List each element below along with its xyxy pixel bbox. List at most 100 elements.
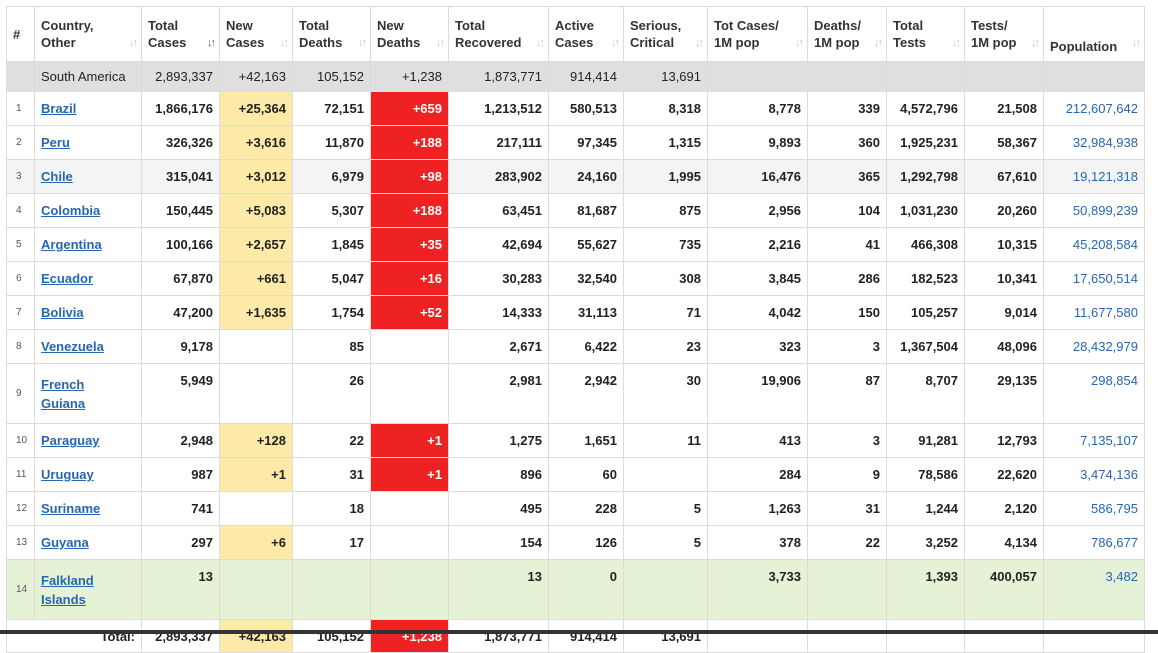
table-cell: 323 [707,329,808,364]
table-cell: 2,893,337 [141,61,220,92]
country-link[interactable]: Bolivia [41,305,84,320]
table-cell: 875 [623,193,708,228]
country-cell: Venezuela [34,329,142,364]
population-link[interactable]: 212,607,642 [1043,91,1145,126]
col-header-total-cases[interactable]: Total Cases ↓↑ [141,6,220,62]
population-link[interactable]: 50,899,239 [1043,193,1145,228]
sort-icon[interactable]: ↓↑ [1031,37,1040,49]
sort-icon[interactable]: ↓↑ [358,37,367,49]
country-link[interactable]: Brazil [41,101,77,116]
table-cell: 9,178 [141,329,220,364]
col-header-tests-per-million[interactable]: Tests/1M pop ↓↑ [964,6,1044,62]
table-cell: 10,315 [964,227,1044,262]
col-header-new-cases[interactable]: New Cases ↓↑ [219,6,293,62]
table-cell [6,61,35,92]
table-row: 7 Bolivia 47,200 +1,635 1,754 +52 14,333 31,113… [6,295,1145,330]
sort-icon[interactable]: ↓↑ [129,37,138,49]
country-link[interactable]: Chile [41,169,73,184]
population-link[interactable]: 3,474,136 [1043,457,1145,492]
col-header-total-recovered[interactable]: Total Recovered ↓↑ [448,6,549,62]
sort-icon[interactable]: ↓↑ [695,37,704,49]
col-header-total-deaths[interactable]: Total Deaths ↓↑ [292,6,371,62]
population-link[interactable]: 298,854 [1043,363,1145,424]
header-label: 1M pop [971,35,1017,50]
table-cell: 365 [807,159,887,194]
col-header-deaths-per-million[interactable]: Deaths/1M pop ↓↑ [807,6,887,62]
table-cell: 29,135 [964,363,1044,424]
table-cell: 6,979 [292,159,371,194]
row-index: 14 [6,559,35,620]
header-label: Tot Cases/ [714,18,779,33]
table-cell: 8,778 [707,91,808,126]
sort-desc-icon[interactable]: ↓↑ [207,37,216,49]
col-header-new-deaths[interactable]: New Deaths ↓↑ [370,6,449,62]
table-cell: 0 [548,559,624,620]
table-cell: 9,014 [964,295,1044,330]
population-link[interactable]: 17,650,514 [1043,261,1145,296]
country-link-line[interactable]: French [41,376,85,392]
country-link-line[interactable]: Islands [41,591,86,607]
header-label: # [13,26,21,42]
population-link[interactable]: 786,677 [1043,525,1145,560]
table-cell: 23 [623,329,708,364]
col-header-active-cases[interactable]: Active Cases ↓↑ [548,6,624,62]
header-label: 1M pop [814,35,860,50]
col-header-country[interactable]: Country, Other ↓↑ [34,6,142,62]
country-link[interactable]: Colombia [41,203,101,218]
table-cell: 1,873,771 [448,61,549,92]
sort-icon[interactable]: ↓↑ [436,37,445,49]
country-link[interactable]: Venezuela [41,339,104,354]
population-link[interactable]: 7,135,107 [1043,423,1145,458]
country-link-line[interactable]: Falkland [41,572,94,588]
population-link[interactable]: 28,432,979 [1043,329,1145,364]
table-cell: +16 [370,261,449,296]
country-link-line[interactable]: Guiana [41,395,86,411]
country-link[interactable]: Paraguay [41,433,100,448]
table-cell: 18 [292,491,371,526]
sort-icon[interactable]: ↓↑ [611,37,620,49]
population-link[interactable]: 19,121,318 [1043,159,1145,194]
population-link[interactable]: 32,984,938 [1043,125,1145,160]
sort-icon[interactable]: ↓↑ [1132,37,1141,49]
table-cell: 5,047 [292,261,371,296]
row-index: 12 [6,491,35,526]
table-cell: 97,345 [548,125,624,160]
header-label: Deaths [377,35,421,50]
country-link[interactable]: Uruguay [41,467,94,482]
table-row: 13 Guyana 297 +6 17 154 126 5 378 22 3,252 4,134 786… [6,525,1145,560]
col-header-serious-critical[interactable]: Serious, Critical ↓↑ [623,6,708,62]
country-cell: Ecuador [34,261,142,296]
sort-icon[interactable]: ↓↑ [795,37,804,49]
table-cell: 1,845 [292,227,371,262]
table-row: 4 Colombia 150,445 +5,083 5,307 +188 63,451 81,… [6,193,1145,228]
country-link[interactable]: French Guiana [41,377,85,411]
population-link[interactable]: 11,677,580 [1043,295,1145,330]
country-cell: Argentina [34,227,142,262]
country-cell: Peru [34,125,142,160]
country-link[interactable]: Ecuador [41,271,94,286]
country-link[interactable]: Argentina [41,237,102,252]
table-cell: 4,134 [964,525,1044,560]
sort-icon[interactable]: ↓↑ [874,37,883,49]
country-link[interactable]: Guyana [41,535,89,550]
country-link[interactable]: Peru [41,135,70,150]
table-cell: 78,586 [886,457,965,492]
country-link[interactable]: Suriname [41,501,101,516]
table-cell: 1,263 [707,491,808,526]
population-link[interactable]: 586,795 [1043,491,1145,526]
country-link[interactable]: Falkland Islands [41,573,94,607]
table-cell: 339 [807,91,887,126]
population-link[interactable]: 3,482 [1043,559,1145,620]
table-cell: 72,151 [292,91,371,126]
table-cell: +5,083 [219,193,293,228]
col-header-population[interactable]: Population ↓↑ [1043,6,1145,62]
sort-icon[interactable]: ↓↑ [280,37,289,49]
table-cell: 315,041 [141,159,220,194]
population-link[interactable]: 45,208,584 [1043,227,1145,262]
col-header-cases-per-million[interactable]: Tot Cases/1M pop ↓↑ [707,6,808,62]
sort-icon[interactable]: ↓↑ [952,37,961,49]
col-header-total-tests[interactable]: Total Tests ↓↑ [886,6,965,62]
table-cell: +98 [370,159,449,194]
table-cell: 85 [292,329,371,364]
sort-icon[interactable]: ↓↑ [536,37,545,49]
